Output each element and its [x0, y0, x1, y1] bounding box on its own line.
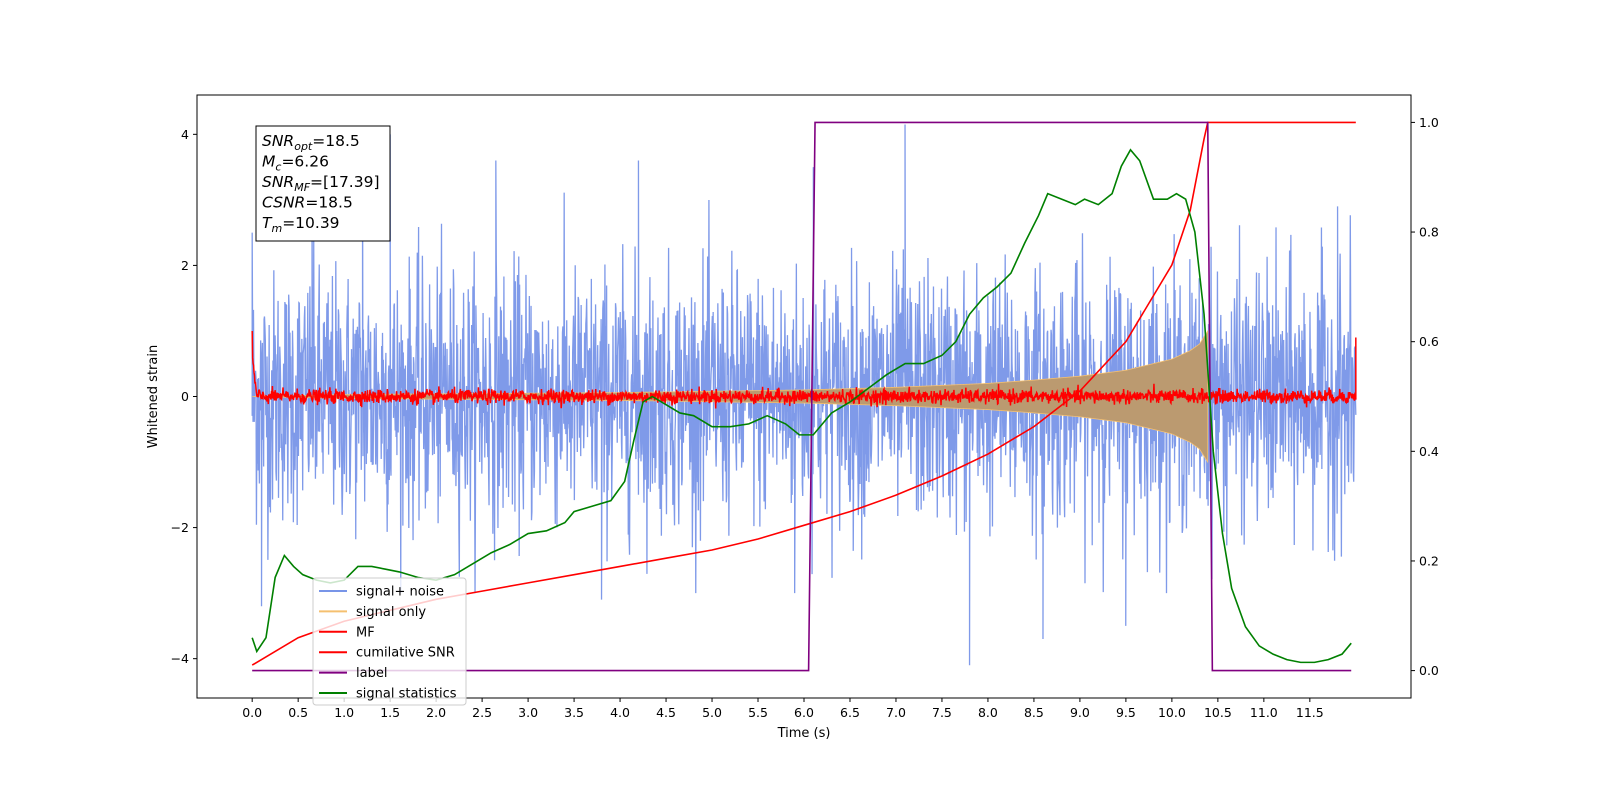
x-tick-label: 2.5: [472, 705, 492, 720]
x-tick-label: 1.5: [380, 705, 400, 720]
x-tick-label: 6.5: [840, 705, 860, 720]
x-tick-label: 8.5: [1024, 705, 1044, 720]
y2-tick-label: 0.8: [1419, 225, 1439, 240]
y-tick-label: −2: [171, 520, 189, 535]
x-tick-label: 11.5: [1296, 705, 1324, 720]
y2-tick-label: 0.2: [1419, 553, 1439, 568]
x-tick-label: 9.5: [1116, 705, 1136, 720]
x-tick-label: 3.5: [564, 705, 584, 720]
annotation-line: SNRMF=[17.39]: [262, 173, 380, 194]
x-tick-label: 10.0: [1158, 705, 1186, 720]
annotation-frame: [255, 125, 391, 242]
x-tick-label: 9.0: [1070, 705, 1090, 720]
series-label-line: [252, 121, 1352, 672]
x-axis-title: Time (s): [777, 726, 831, 741]
legend-label-mf: MF: [356, 625, 375, 640]
x-tick-label: 4.0: [610, 705, 630, 720]
y2-tick-label: 0.6: [1419, 334, 1439, 349]
annotation-box: SNRopt=18.5Mc=6.26SNRMF=[17.39]CSNR=18.5…: [255, 125, 391, 242]
y-tick-label: −4: [171, 651, 189, 666]
x-tick-label: 11.0: [1250, 705, 1278, 720]
legend-label-signal-statistics: signal statistics: [356, 687, 457, 702]
x-tick-label: 5.5: [748, 705, 768, 720]
x-tick-label: 0.5: [288, 705, 308, 720]
y2-tick-label: 0.4: [1419, 444, 1439, 459]
x-tick-label: 7.5: [932, 705, 952, 720]
y-tick-label: 2: [181, 258, 189, 273]
x-axis-ticks: 0.0 0.5 1.0 1.5 2.0 2.5 3.0 3.5 4.0 4.5 5.0 5.5 6.0 6…: [242, 698, 1324, 720]
y2-axis-ticks: 0.0 0.2 0.4 0.6 0.8 1.0: [1411, 115, 1439, 678]
series-mf: [251, 330, 1357, 409]
x-tick-label: 0.0: [242, 705, 262, 720]
annotation-line: Mc=6.26: [262, 153, 329, 174]
x-tick-label: 2.0: [426, 705, 446, 720]
legend-label-label: label: [356, 666, 387, 681]
x-tick-label: 8.0: [978, 705, 998, 720]
annotation-line: CSNR=18.5: [262, 194, 353, 212]
x-tick-label: 4.5: [656, 705, 676, 720]
legend-frame: [312, 577, 467, 706]
y-axis-title: Whitened strain: [146, 345, 161, 448]
x-tick-label: 1.0: [334, 705, 354, 720]
series-signal-statistics-line: [251, 148, 1352, 664]
mf-line: [251, 330, 1357, 409]
y2-tick-label: 0.0: [1419, 663, 1439, 678]
y-axis-ticks: −4 −2 0 2 4: [171, 127, 197, 666]
x-tick-label: 7.0: [886, 705, 906, 720]
legend-label-signal-only: signal only: [356, 605, 426, 620]
legend-label-signal-noise: signal+ noise: [356, 585, 444, 600]
x-tick-label: 5.0: [702, 705, 722, 720]
annotation-line: SNRopt=18.5: [262, 132, 360, 153]
legend-label-cumilative-snr: cumilative SNR: [356, 646, 455, 661]
y2-tick-label: 1.0: [1419, 115, 1439, 130]
annotation-line: Tm=10.39: [262, 214, 340, 235]
legend: signal+ noise signal only MF cumilative SNR…: [312, 577, 467, 706]
y-tick-label: 0: [181, 389, 189, 404]
x-tick-label: 10.5: [1204, 705, 1232, 720]
x-tick-label: 6.0: [794, 705, 814, 720]
y-tick-label: 4: [181, 127, 189, 142]
x-tick-label: 3.0: [518, 705, 538, 720]
